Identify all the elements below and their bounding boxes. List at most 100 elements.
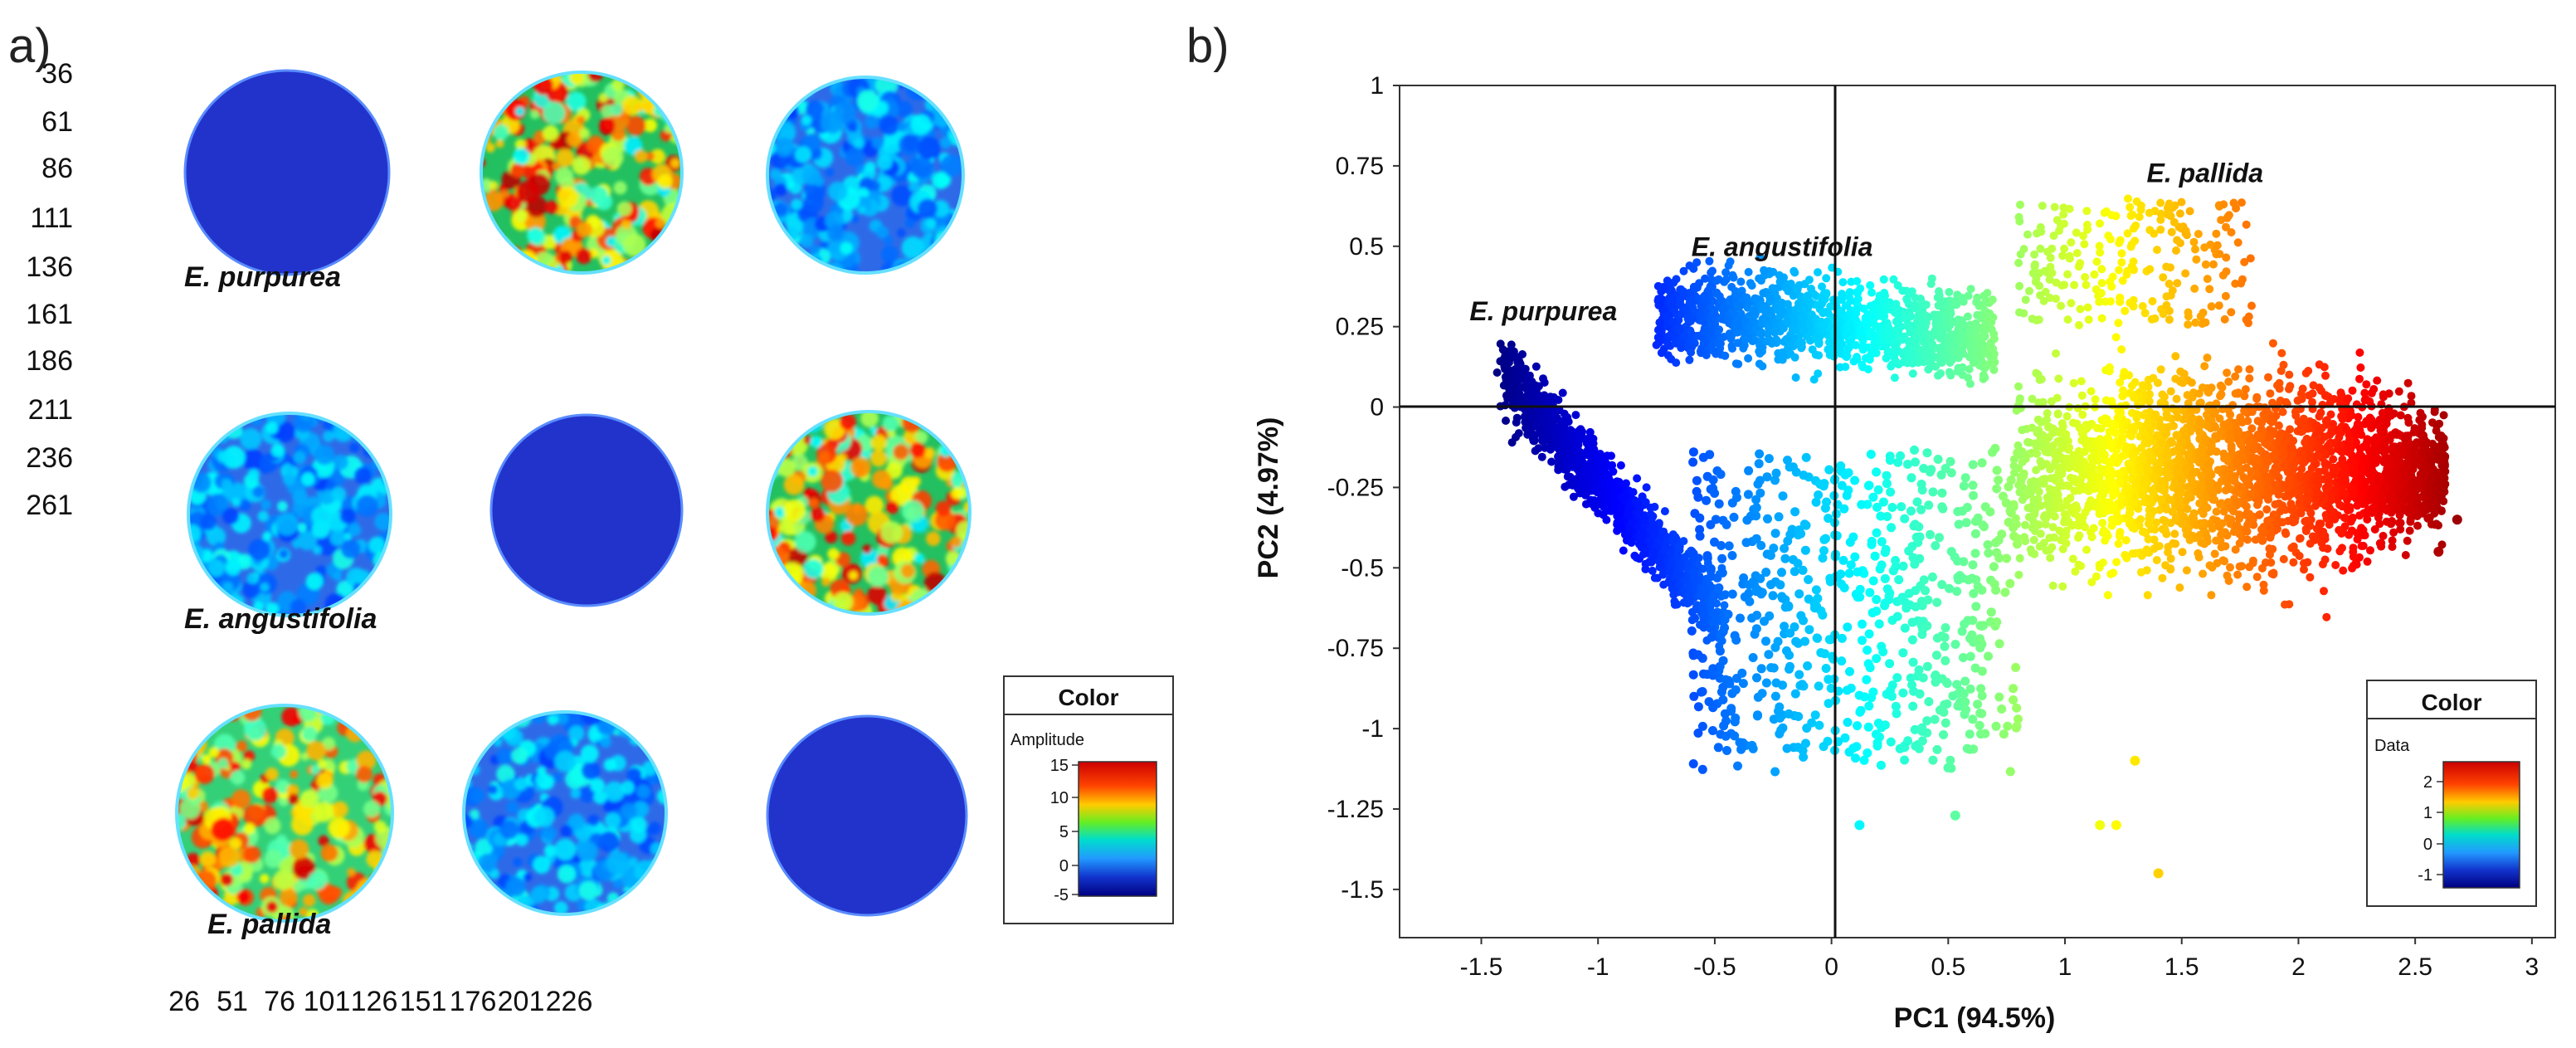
scatter-point (1769, 543, 1779, 553)
scatter-point (1669, 590, 1678, 599)
scatter-point (2305, 391, 2314, 400)
scatter-point (1698, 611, 1708, 621)
panel-a-legend-title: Color (1058, 685, 1118, 710)
scatter-point (1547, 422, 1556, 431)
scatter-point (1710, 307, 1719, 316)
scatter-point (1931, 671, 1940, 681)
scatter-point (1605, 475, 1614, 485)
heatmap-pallida-on-angustifolia (462, 710, 668, 916)
scatter-point (1663, 339, 1673, 349)
scatter-point (1878, 497, 1888, 507)
scatter-point (1788, 462, 1798, 472)
scatter-point (1741, 538, 1751, 548)
scatter-point (1925, 467, 1935, 477)
scatter-point (2171, 352, 2180, 361)
scatter-point (1843, 622, 1853, 632)
scatter-point (1844, 568, 1854, 578)
scatter-point (1872, 528, 1882, 538)
scatter-point (1849, 357, 1858, 366)
scatter-point (1685, 355, 1694, 364)
scatter-point (2300, 565, 2308, 574)
scatter-point (1809, 375, 1819, 384)
scatter-point (1968, 460, 1978, 470)
scatter-point (1734, 359, 1743, 368)
scatter-point (1876, 760, 1886, 770)
scatter-point (1824, 699, 1833, 709)
scatter-point (1945, 755, 1955, 765)
scatter-point (1785, 628, 1795, 638)
scatter-point (2296, 509, 2306, 518)
scatter-point (1936, 334, 1945, 343)
scatter-point (2311, 501, 2320, 510)
scatter-point (2210, 549, 2219, 558)
scatter-point (1760, 617, 1769, 626)
scatter-point (1751, 624, 1761, 634)
scatter-point (1826, 684, 1836, 693)
scatter-point (1865, 587, 1875, 597)
scatter-point (1681, 553, 1690, 562)
scatter-point (1922, 661, 1932, 671)
scatter-point (2395, 519, 2403, 528)
scatter-point (2423, 514, 2432, 523)
scatter-point (1807, 285, 1815, 293)
panel-a-y-tick: 36 (41, 58, 73, 90)
scatter-point (1783, 334, 1792, 344)
scatter-point (1780, 351, 1788, 360)
scatter-point (1795, 680, 1805, 690)
scatter-point (2064, 481, 2073, 490)
scatter-point (1826, 338, 1834, 347)
label-angustifolia: E. angustifolia (184, 603, 377, 635)
heatmap-angustifolia-on-angustifolia (489, 413, 684, 607)
scatter-point (1900, 741, 1910, 751)
panel-a-y-tick: 236 (26, 442, 73, 474)
scatter-point (1820, 649, 1829, 659)
scatter-point (1891, 701, 1901, 711)
scatter-point (1648, 547, 1658, 556)
scatter-point (1719, 721, 1729, 731)
scatter-point (1969, 744, 1979, 754)
scatter-point (1777, 298, 1786, 307)
scatter-point (1731, 674, 1741, 683)
scatter-point (1979, 374, 1988, 383)
scatter-point (1935, 533, 1944, 543)
scatter-point (1717, 553, 1727, 563)
scatter-point (1821, 664, 1831, 673)
scatter-point (2014, 534, 2023, 543)
scatter-point (1972, 298, 1981, 307)
scatter-point (1928, 487, 1938, 497)
scatter-point (1872, 595, 1882, 604)
scatter-point (1916, 324, 1926, 334)
scatter-point (2335, 500, 2345, 509)
scatter-point (1625, 525, 1634, 534)
scatter-point (2269, 570, 2278, 579)
panel-a-label: a) (8, 19, 51, 73)
scatter-point (1837, 656, 1847, 666)
scatter-point (2339, 566, 2348, 575)
panel-a-legend-tick: 5 (1059, 823, 1069, 841)
scatter-point (1689, 282, 1698, 291)
scatter-point (1937, 502, 1947, 512)
scatter-point (1927, 572, 1937, 582)
scatter-point (1761, 568, 1771, 578)
scatter-point (2142, 421, 2151, 430)
scatter-point (1906, 473, 1916, 483)
scatter-point (2207, 591, 2216, 600)
scatter-point (1798, 312, 1806, 321)
scatter-point (1793, 285, 1802, 295)
scatter-point (1965, 340, 1974, 349)
scatter-point (2120, 368, 2129, 377)
scatter-point (1809, 603, 1819, 613)
scatter-point (1887, 680, 1897, 690)
scatter-point (2005, 578, 2015, 588)
scatter-point (1615, 519, 1624, 528)
scatter-point (1720, 601, 1729, 610)
scatter-point (1676, 295, 1685, 305)
scatter-point (1748, 653, 1758, 662)
scatter-point (1759, 289, 1768, 298)
scatter-point (2370, 525, 2379, 534)
scatter-point (1717, 687, 1726, 697)
scatter-point (2369, 385, 2379, 393)
scatter-point (1699, 339, 1708, 348)
panel-a-y-tick: 261 (26, 490, 73, 521)
